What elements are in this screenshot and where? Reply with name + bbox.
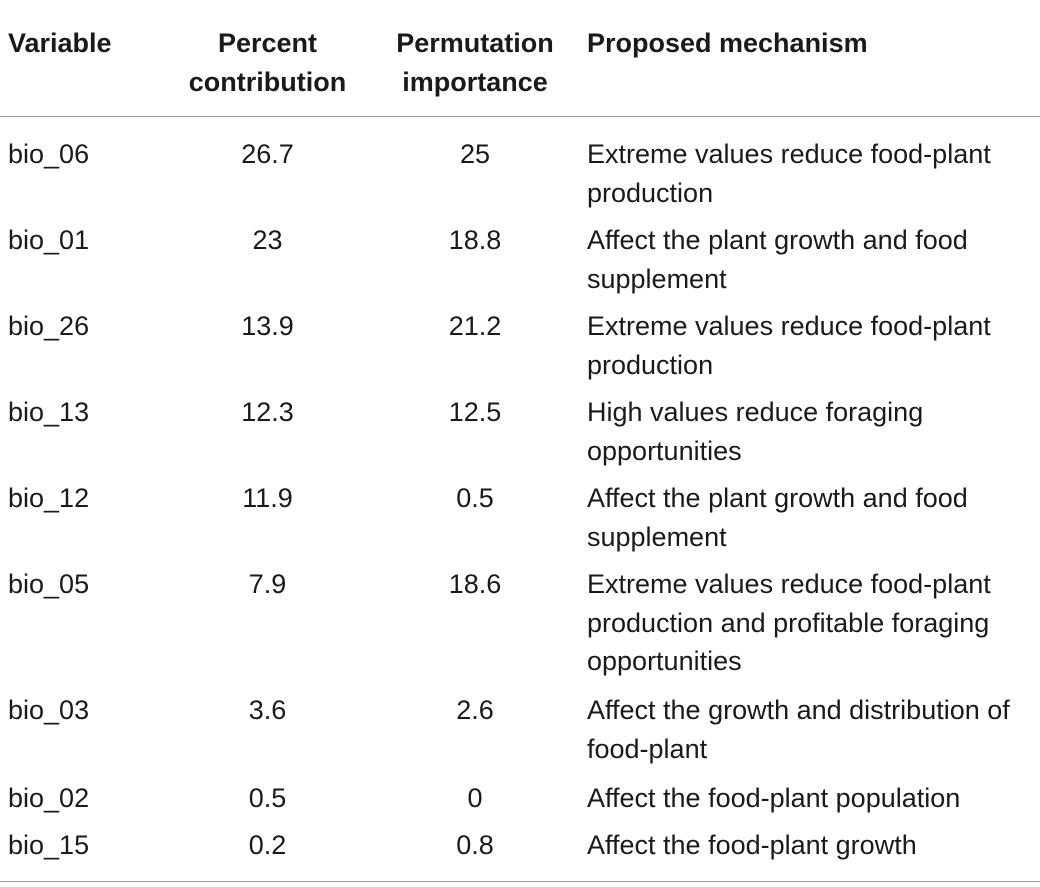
cell-proposed-mechanism: High values reduce foraging opportunities [587,393,1037,470]
mechanism-line: High values reduce foraging [587,397,924,427]
cell-variable: bio_01 [8,225,90,255]
cell-percent-contribution: 12.3 [241,397,294,427]
cell-percent-contribution: 26.7 [241,139,294,169]
mechanism-line: production [587,177,714,208]
cell-variable: bio_03 [8,695,90,725]
mechanism-line: production and profitable foraging [587,607,990,638]
cell-variable: bio_15 [8,830,90,860]
cell-permutation-importance: 18.8 [448,225,502,255]
header-mechanism-label: Proposed mechanism [587,28,868,58]
mechanism-line: Extreme values reduce food-plant [587,311,991,341]
mechanism-line: Affect the plant growth and food [587,483,968,513]
cell-variable: bio_02 [8,783,90,813]
header-variable: Variable [8,24,112,63]
cell-proposed-mechanism: Affect the food-plant population [587,779,1037,818]
mechanism-line: supplement [587,521,727,552]
cell-proposed-mechanism: Extreme values reduce food-plant producti… [587,135,1037,212]
cell-permutation-importance: 25 [459,139,491,169]
cell-percent-contribution: 3.6 [248,695,287,725]
cell-variable: bio_26 [8,311,90,341]
cell-proposed-mechanism: Affect the growth and distribution of foo… [587,691,1037,768]
cell-proposed-mechanism: Extreme values reduce food-plant producti… [587,307,1037,384]
mechanism-line: opportunities [587,646,742,676]
header-variable-label: Variable [8,28,112,58]
cell-proposed-mechanism: Affect the plant growth and food suppleme… [587,479,1037,556]
cell-percent-contribution: 7.9 [248,569,287,599]
mechanism-line: Affect the food-plant growth [587,830,917,860]
header-percent-line-1: Percent [217,28,318,58]
cell-permutation-importance: 0.8 [456,830,494,860]
cell-variable: bio_12 [8,483,90,513]
cell-permutation-importance: 0 [467,783,483,813]
mechanism-line: production [587,349,714,380]
header-percent-line-2: contribution [188,67,347,97]
header-percent-contribution: Percent contribution [160,24,375,102]
mechanism-line: opportunities [587,435,742,466]
cell-permutation-importance: 18.6 [448,569,502,599]
mechanism-line: supplement [587,263,727,294]
mechanism-line: food-plant [587,733,708,764]
header-permutation-importance: Permutation importance [380,24,570,102]
cell-variable: bio_05 [8,569,90,599]
cell-permutation-importance: 2.6 [456,695,494,725]
cell-variable: bio_06 [8,139,90,169]
cell-permutation-importance: 0.5 [456,483,494,513]
mechanism-line: Affect the plant growth and food [587,225,968,255]
mechanism-line: Affect the food-plant population [587,783,961,813]
header-permutation-line-2: importance [402,67,548,97]
cell-percent-contribution: 0.2 [248,830,287,860]
cell-permutation-importance: 12.5 [448,397,502,427]
cell-permutation-importance: 21.2 [448,311,502,341]
bottom-rule [0,881,1040,882]
table-header: Variable Percent contribution Permutatio… [0,0,1040,117]
header-proposed-mechanism: Proposed mechanism [587,24,868,63]
cell-percent-contribution: 0.5 [248,783,287,813]
cell-proposed-mechanism: Affect the food-plant growth [587,826,1037,865]
cell-proposed-mechanism: Extreme values reduce food-plant producti… [587,565,1037,681]
mechanism-line: Extreme values reduce food-plant [587,139,991,169]
cell-percent-contribution: 11.9 [242,483,293,513]
cell-percent-contribution: 13.9 [241,311,294,341]
mechanism-line: Affect the growth and distribution of [587,695,1010,725]
variables-table: Variable Percent contribution Permutatio… [0,0,1040,860]
mechanism-line: Extreme values reduce food-plant [587,569,991,599]
cell-proposed-mechanism: Affect the plant growth and food suppleme… [587,221,1037,298]
header-permutation-line-1: Permutation [396,28,554,58]
cell-variable: bio_13 [8,397,90,427]
cell-percent-contribution: 23 [252,225,283,255]
